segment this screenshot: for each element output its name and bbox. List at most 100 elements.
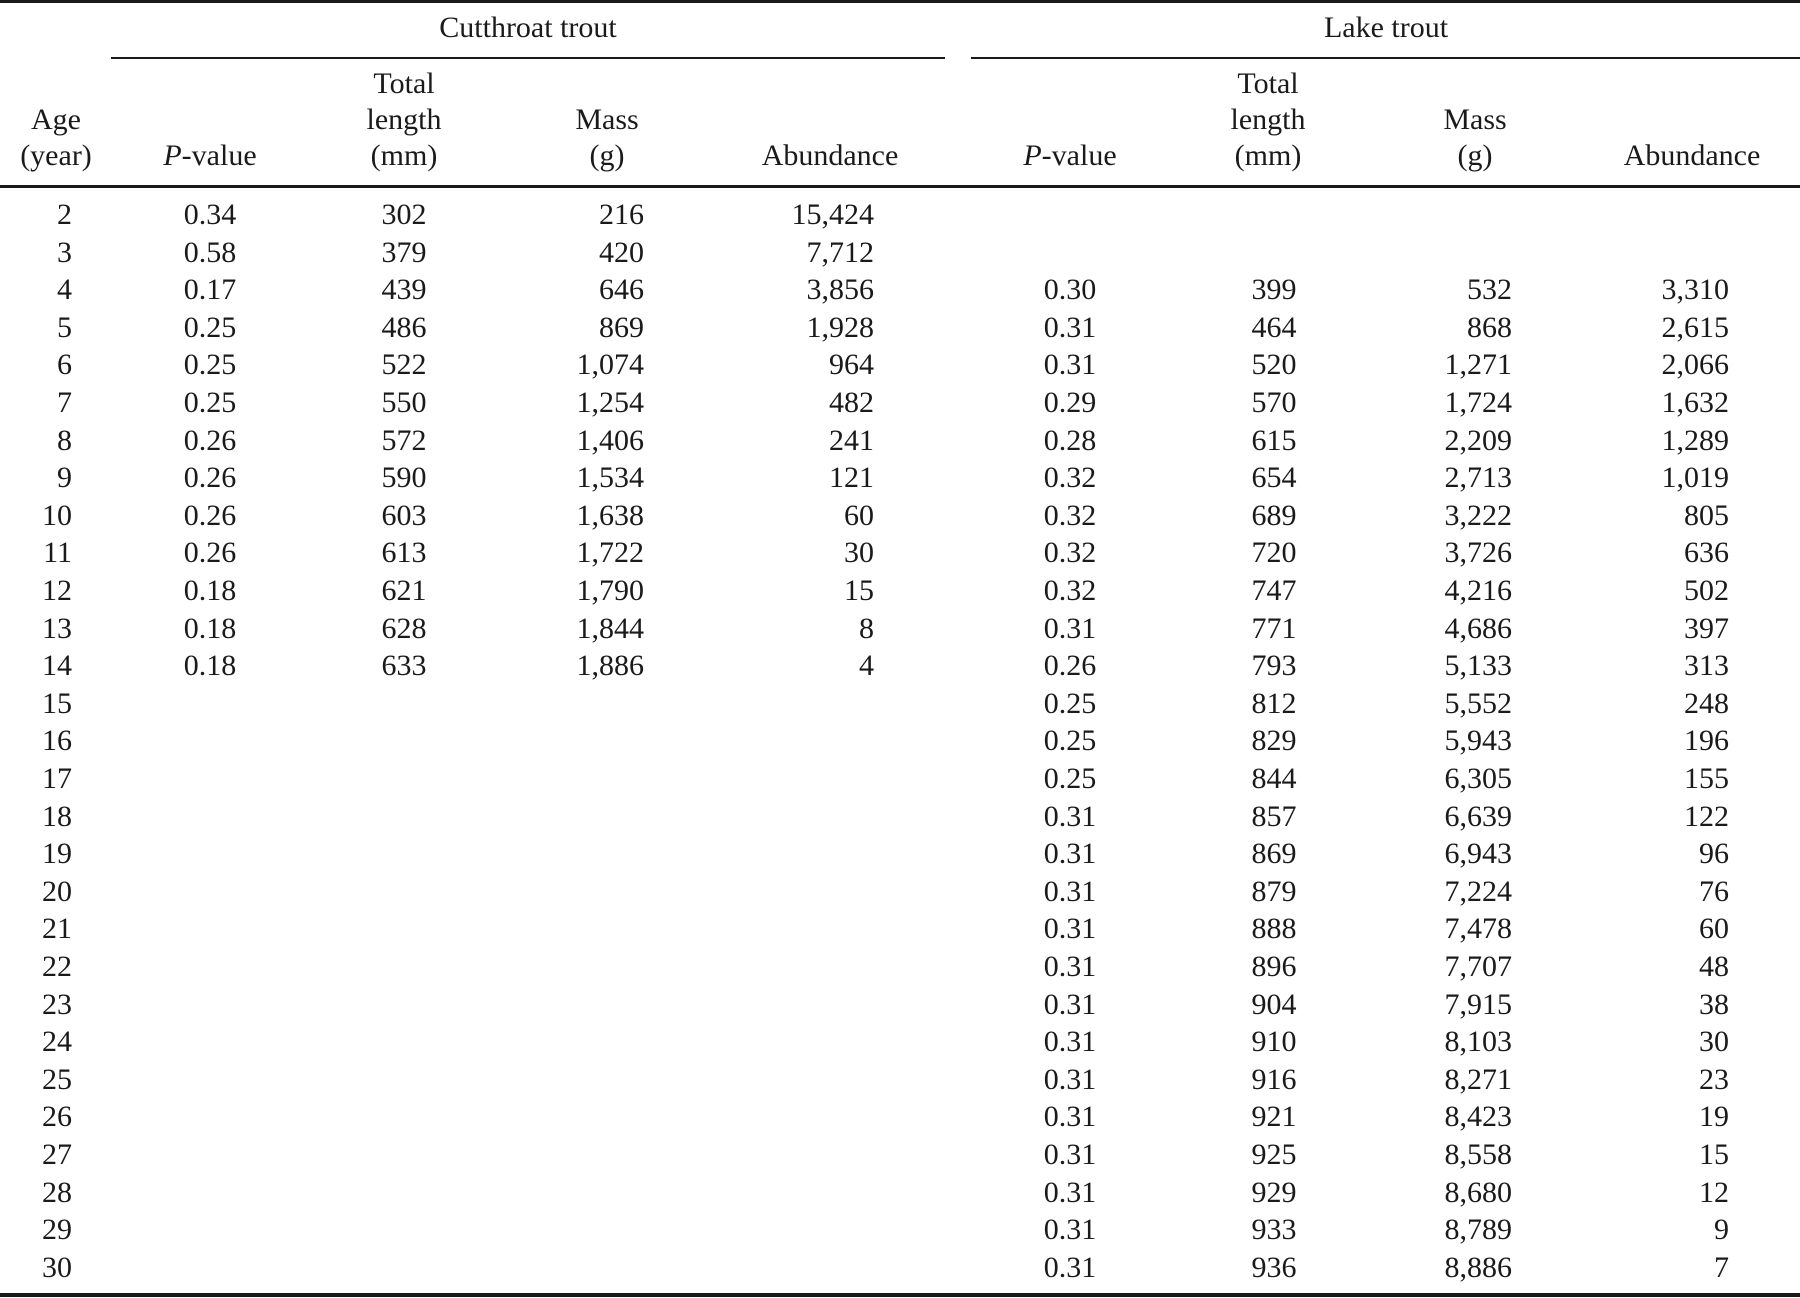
cell-age: 6 [57,348,72,382]
cell-age: 12 [42,574,72,607]
mass-line1: Mass [575,103,639,136]
cell-cutthroat-length: 379 [381,235,427,269]
group-header-lake: Lake trout [1323,11,1449,44]
cell-age: 29 [42,1213,72,1247]
cell-cutthroat-pvalue: 0.26 [183,423,237,457]
cell-lake-mass: 2,209 [1444,423,1513,457]
pvalue-suffix: -value [181,139,257,172]
col-header-age-line2: (year) [20,139,92,172]
cell-age: 28 [42,1175,72,1209]
cell-cutthroat-pvalue: 0.18 [183,649,237,683]
cell-cutthroat-mass: 1,790 [576,574,645,607]
cell-age: 7 [57,386,72,419]
cell-lake-abundance: 1,632 [1661,386,1730,419]
cell-lake-mass: 2,713 [1444,461,1513,495]
cell-lake-pvalue: 0.31 [1043,1175,1097,1209]
cell-cutthroat-length: 572 [381,423,427,457]
cell-age: 15 [42,686,72,720]
cell-lake-pvalue: 0.26 [1043,649,1097,683]
length-line1: Total [373,67,435,100]
cell-lake-pvalue: 0.31 [1043,1025,1097,1059]
cell-lake-pvalue: 0.28 [1043,423,1097,457]
cell-age: 30 [42,1250,72,1284]
cell-lake-pvalue: 0.31 [1043,874,1097,908]
cell-cutthroat-abundance: 30 [844,536,874,570]
cell-cutthroat-abundance: 8 [859,611,874,645]
cell-lake-abundance: 805 [1684,498,1729,532]
cell-cutthroat-mass: 869 [599,310,644,344]
cell-lake-length: 910 [1251,1025,1297,1059]
cell-lake-mass: 5,943 [1444,724,1513,758]
cell-lake-pvalue: 0.25 [1043,762,1097,795]
cell-lake-mass: 3,222 [1444,498,1513,532]
cell-cutthroat-pvalue: 0.25 [183,386,237,419]
cell-cutthroat-pvalue: 0.17 [183,273,237,307]
cell-age: 3 [57,235,72,269]
cell-cutthroat-length: 633 [381,649,427,683]
cell-lake-abundance: 9 [1714,1213,1729,1247]
cell-lake-pvalue: 0.31 [1043,799,1097,833]
cell-lake-length: 869 [1251,837,1297,871]
group-header-cutthroat: Cutthroat trout [439,11,617,44]
cell-age: 18 [42,799,72,833]
cell-lake-pvalue: 0.31 [1043,837,1097,871]
cell-lake-pvalue: 0.31 [1043,950,1097,983]
cell-lake-abundance: 19 [1699,1100,1729,1134]
cell-cutthroat-pvalue: 0.58 [183,235,237,269]
cell-age: 5 [57,310,72,344]
cell-lake-pvalue: 0.32 [1043,574,1097,607]
cell-lake-length: 793 [1251,649,1297,683]
cell-cutthroat-length: 302 [381,198,427,231]
cell-lake-length: 896 [1251,950,1297,983]
cell-cutthroat-mass: 216 [599,198,644,231]
cell-lake-mass: 4,216 [1444,574,1513,607]
col-header-cutthroat-pvalue: P-value [163,138,256,174]
cell-cutthroat-abundance: 3,856 [806,273,875,307]
cell-lake-pvalue: 0.32 [1043,461,1097,495]
cell-cutthroat-pvalue: 0.25 [183,310,237,344]
cell-lake-pvalue: 0.31 [1043,1100,1097,1134]
cutthroat-group-rule [111,57,945,59]
cell-lake-abundance: 196 [1684,724,1729,758]
cell-lake-length: 879 [1251,874,1297,908]
cell-cutthroat-pvalue: 0.26 [183,461,237,495]
cell-cutthroat-mass: 1,406 [576,423,645,457]
cell-cutthroat-pvalue: 0.25 [183,348,237,382]
cell-cutthroat-abundance: 15 [844,574,874,607]
cell-lake-pvalue: 0.25 [1043,724,1097,758]
cell-cutthroat-abundance: 4 [859,649,874,683]
cell-cutthroat-length: 603 [381,498,427,532]
cell-lake-mass: 8,886 [1444,1250,1513,1284]
cell-cutthroat-mass: 1,254 [576,386,645,419]
lake-group-rule [971,57,1800,59]
cell-lake-pvalue: 0.31 [1043,1062,1097,1096]
cell-cutthroat-mass: 1,722 [576,536,645,570]
cell-lake-abundance: 502 [1684,574,1729,607]
cell-lake-length: 933 [1251,1213,1297,1247]
cell-lake-length: 464 [1251,310,1297,344]
cell-lake-abundance: 1,289 [1661,423,1730,457]
mass-line1: Mass [1443,103,1507,136]
length-line1: Total [1237,67,1299,100]
col-header-age-line1: Age [31,103,81,136]
cell-lake-length: 829 [1251,724,1297,758]
cell-cutthroat-pvalue: 0.18 [183,611,237,645]
cell-lake-length: 747 [1251,574,1297,607]
cell-lake-abundance: 96 [1699,837,1729,871]
cell-lake-length: 921 [1251,1100,1297,1134]
cell-cutthroat-mass: 1,534 [576,461,645,495]
cell-cutthroat-mass: 1,886 [576,649,645,683]
cell-age: 11 [43,536,72,570]
cell-cutthroat-length: 590 [381,461,427,495]
cell-cutthroat-pvalue: 0.18 [183,574,237,607]
cell-lake-pvalue: 0.30 [1043,273,1097,307]
cell-lake-length: 615 [1251,423,1297,457]
cell-cutthroat-abundance: 121 [829,461,874,495]
cell-lake-mass: 6,639 [1444,799,1513,833]
cell-lake-mass: 8,789 [1444,1213,1513,1247]
cell-lake-mass: 532 [1467,273,1512,307]
cell-age: 19 [42,837,72,871]
cell-cutthroat-abundance: 964 [829,348,874,382]
cell-age: 26 [42,1100,72,1134]
cell-age: 9 [57,461,72,495]
